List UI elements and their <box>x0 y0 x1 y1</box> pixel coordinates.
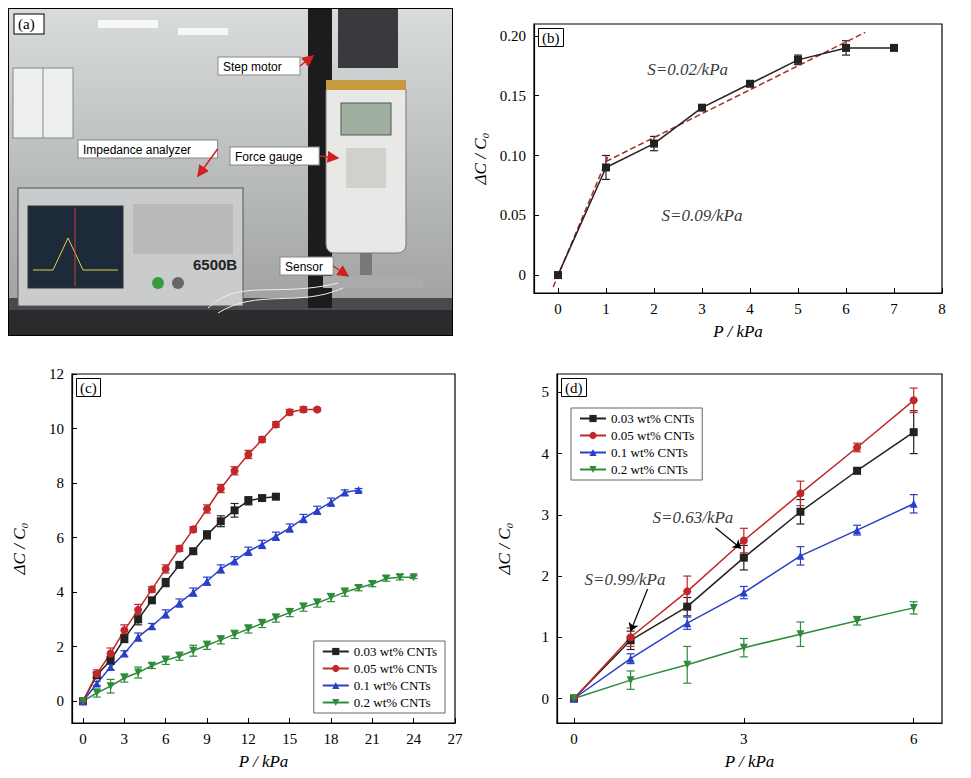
svg-text:0.20: 0.20 <box>500 28 526 44</box>
svg-text:(a): (a) <box>18 16 35 33</box>
svg-text:1: 1 <box>602 301 610 317</box>
svg-text:0.10: 0.10 <box>500 148 526 164</box>
svg-text:Impedance analyzer: Impedance analyzer <box>83 143 191 157</box>
svg-text:7: 7 <box>890 301 898 317</box>
svg-text:0.03 wt% CNTs: 0.03 wt% CNTs <box>354 644 437 659</box>
svg-text:0: 0 <box>554 301 562 317</box>
svg-text:6: 6 <box>57 530 65 546</box>
svg-text:24: 24 <box>406 731 422 747</box>
svg-text:4: 4 <box>746 301 754 317</box>
svg-text:P / kPa: P / kPa <box>724 752 775 771</box>
svg-text:(d): (d) <box>565 380 583 397</box>
svg-text:S=0.63/kPa: S=0.63/kPa <box>652 508 733 527</box>
svg-text:0.05 wt% CNTs: 0.05 wt% CNTs <box>354 661 437 676</box>
svg-text:21: 21 <box>365 731 380 747</box>
svg-text:27: 27 <box>448 731 464 747</box>
svg-text:0.2 wt% CNTs: 0.2 wt% CNTs <box>611 462 688 477</box>
svg-text:3: 3 <box>121 731 129 747</box>
svg-text:P / kPa: P / kPa <box>712 322 763 341</box>
svg-text:8: 8 <box>57 475 65 491</box>
svg-text:1: 1 <box>542 629 550 645</box>
svg-text:S=0.02/kPa: S=0.02/kPa <box>647 60 728 79</box>
svg-text:8: 8 <box>938 301 946 317</box>
svg-text:S=0.99/kPa: S=0.99/kPa <box>585 570 666 589</box>
svg-text:S=0.09/kPa: S=0.09/kPa <box>662 206 743 225</box>
svg-text:Step motor: Step motor <box>223 60 282 74</box>
svg-text:6: 6 <box>842 301 850 317</box>
svg-text:0.03 wt% CNTs: 0.03 wt% CNTs <box>611 411 694 426</box>
svg-text:0: 0 <box>542 691 550 707</box>
svg-text:ΔC / C₀: ΔC / C₀ <box>471 133 490 186</box>
svg-text:12: 12 <box>241 731 256 747</box>
svg-text:2: 2 <box>650 301 658 317</box>
svg-text:0: 0 <box>570 731 578 747</box>
svg-text:18: 18 <box>324 731 339 747</box>
svg-text:P / kPa: P / kPa <box>238 752 289 771</box>
svg-text:ΔC / C₀: ΔC / C₀ <box>495 523 514 576</box>
svg-text:Force gauge: Force gauge <box>235 150 303 164</box>
svg-text:(b): (b) <box>542 30 560 47</box>
svg-text:5: 5 <box>794 301 802 317</box>
svg-text:4: 4 <box>542 446 550 462</box>
svg-text:6: 6 <box>910 731 918 747</box>
svg-text:(c): (c) <box>80 380 97 397</box>
svg-text:0.1 wt% CNTs: 0.1 wt% CNTs <box>354 678 431 693</box>
svg-text:6: 6 <box>162 731 170 747</box>
svg-text:0.1 wt% CNTs: 0.1 wt% CNTs <box>611 445 688 460</box>
svg-text:3: 3 <box>740 731 748 747</box>
svg-text:9: 9 <box>203 731 211 747</box>
svg-text:0.05: 0.05 <box>500 207 526 223</box>
svg-text:ΔC / C₀: ΔC / C₀ <box>10 523 29 576</box>
svg-text:12: 12 <box>49 366 64 382</box>
svg-text:0: 0 <box>57 693 65 709</box>
svg-text:10: 10 <box>49 421 64 437</box>
svg-text:0: 0 <box>79 731 87 747</box>
svg-text:0: 0 <box>519 267 527 283</box>
svg-text:0.15: 0.15 <box>500 88 526 104</box>
svg-text:3: 3 <box>542 507 550 523</box>
svg-text:2: 2 <box>542 568 550 584</box>
svg-text:0.05 wt% CNTs: 0.05 wt% CNTs <box>611 428 694 443</box>
svg-text:Sensor: Sensor <box>285 260 323 274</box>
svg-text:3: 3 <box>698 301 706 317</box>
svg-text:5: 5 <box>542 384 550 400</box>
svg-text:2: 2 <box>57 639 65 655</box>
svg-text:6500B: 6500B <box>193 256 237 273</box>
svg-text:15: 15 <box>282 731 297 747</box>
svg-text:0.2 wt% CNTs: 0.2 wt% CNTs <box>354 695 431 710</box>
svg-text:4: 4 <box>57 584 65 600</box>
